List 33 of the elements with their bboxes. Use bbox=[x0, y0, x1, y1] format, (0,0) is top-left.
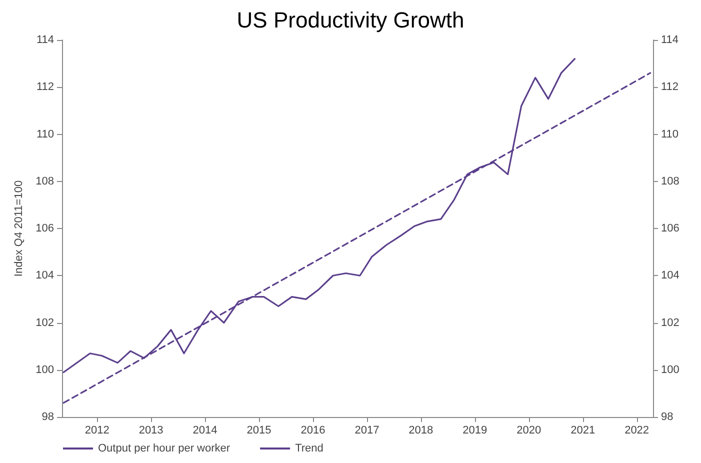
x-tick-label: 2018 bbox=[408, 424, 434, 436]
y-tick-label: 102 bbox=[36, 316, 54, 329]
legend-label: Trend bbox=[295, 442, 324, 454]
y2-tick-label: 106 bbox=[661, 222, 680, 234]
x-tick-label: 2016 bbox=[300, 424, 326, 436]
y2-tick-label: 98 bbox=[661, 411, 674, 423]
x-tick-label: 2021 bbox=[570, 424, 596, 436]
y-tick-label: 112 bbox=[36, 81, 54, 94]
y-tick-label: 98 bbox=[42, 411, 54, 423]
x-tick-label: 2019 bbox=[462, 424, 488, 436]
x-tick-label: 2013 bbox=[138, 424, 164, 436]
y-tick-label: 108 bbox=[36, 175, 54, 188]
y2-tick-label: 112 bbox=[661, 81, 679, 94]
x-tick-label: 2020 bbox=[516, 424, 542, 436]
y-tick-label: 100 bbox=[36, 364, 54, 376]
x-tick-label: 2015 bbox=[246, 424, 272, 436]
y2-tick-label: 110 bbox=[661, 128, 679, 140]
y2-tick-label: 108 bbox=[661, 175, 680, 188]
chart-title: US Productivity Growth bbox=[236, 8, 464, 32]
y2-tick-label: 104 bbox=[661, 270, 680, 282]
x-tick-label: 2014 bbox=[192, 424, 218, 436]
y2-tick-label: 100 bbox=[661, 364, 680, 376]
y-tick-label: 104 bbox=[36, 270, 54, 282]
y-tick-label: 110 bbox=[36, 128, 54, 140]
y2-tick-label: 102 bbox=[661, 316, 680, 329]
x-tick-label: 2022 bbox=[624, 424, 650, 436]
x-tick-label: 2012 bbox=[84, 424, 110, 436]
y-axis-title: Index Q4 2011=100 bbox=[13, 180, 26, 277]
y2-tick-label: 114 bbox=[661, 34, 679, 46]
y-tick-label: 114 bbox=[36, 34, 54, 46]
y-tick-label: 106 bbox=[36, 222, 54, 234]
x-tick-label: 2017 bbox=[354, 424, 380, 436]
legend-label: Output per hour per worker bbox=[98, 442, 230, 454]
